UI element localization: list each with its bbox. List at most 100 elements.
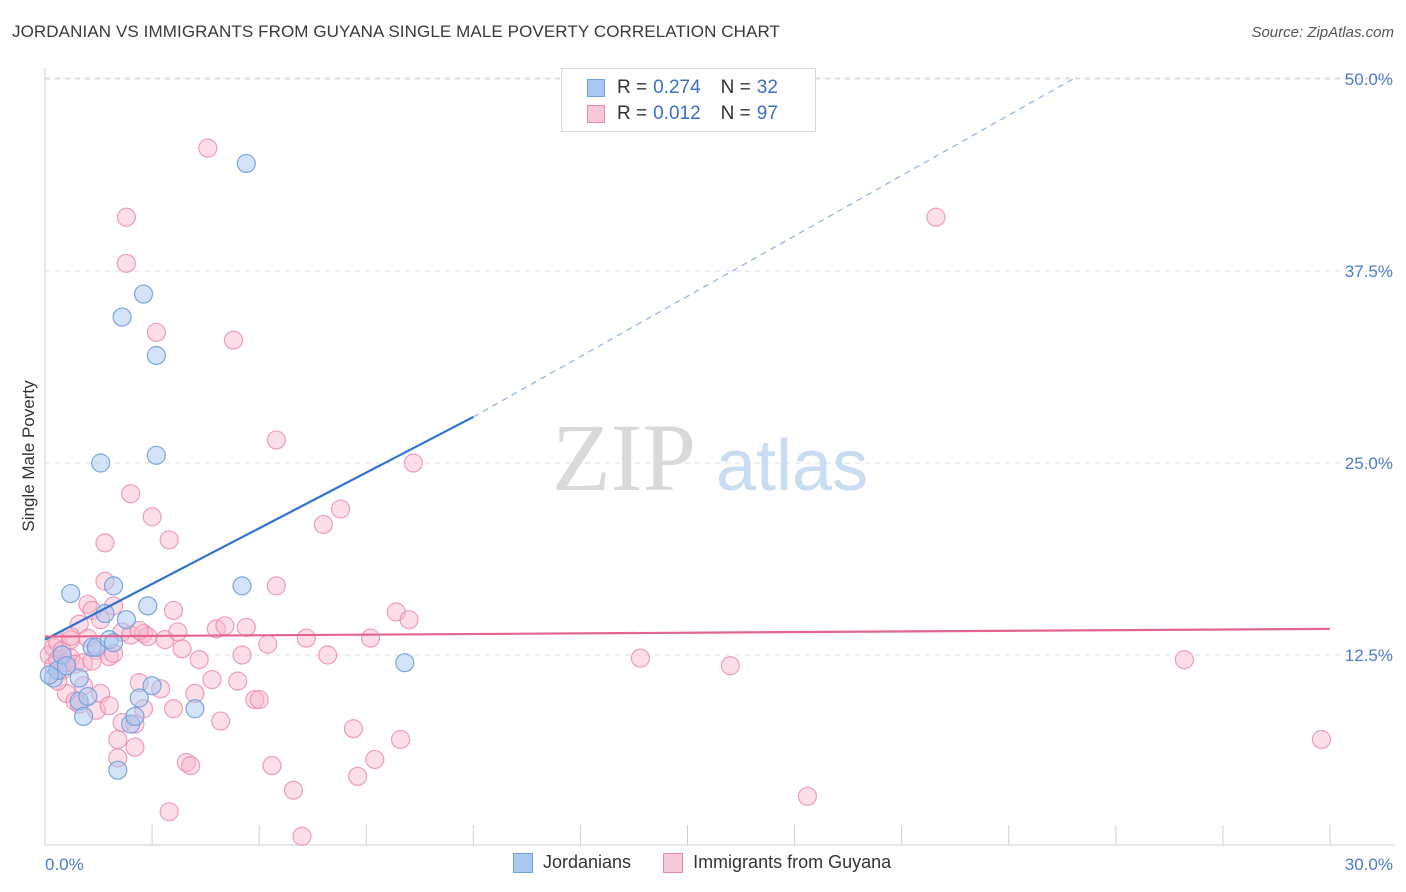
data-point-guyana: [116, 207, 136, 227]
data-point-jordanians: [395, 653, 415, 673]
data-point-jordanians: [236, 153, 256, 174]
data-point-guyana: [245, 689, 265, 710]
bottom-legend-swatch-pink: [663, 852, 684, 873]
data-point-guyana: [159, 530, 179, 550]
watermark-zip: ZIP: [552, 404, 696, 511]
legend-row-jordanians: R = 0.274 N = 32: [587, 76, 778, 100]
bottom-legend: Jordanians Immigrants from Guyana: [513, 852, 923, 873]
data-point-guyana: [630, 648, 650, 668]
data-point-guyana: [163, 600, 184, 621]
data-point-guyana: [95, 533, 115, 553]
data-point-guyana: [228, 671, 248, 691]
data-point-guyana: [211, 711, 231, 731]
data-point-guyana: [108, 729, 128, 750]
x-tick-label: 30.0%: [1345, 855, 1393, 874]
data-point-guyana: [720, 656, 740, 676]
y-tick-label: 37.5%: [1345, 262, 1393, 281]
data-point-guyana: [797, 786, 818, 806]
data-point-guyana: [116, 253, 136, 273]
data-point-jordanians: [129, 688, 149, 708]
source-label: Source: ZipAtlas.com: [1251, 24, 1394, 41]
data-point-jordanians: [138, 596, 158, 616]
data-point-guyana: [198, 138, 218, 158]
bottom-legend-swatch-blue: [513, 852, 533, 873]
chart-title: JORDANIAN VS IMMIGRANTS FROM GUYANA SING…: [12, 22, 781, 41]
legend-n-value: 32: [756, 77, 778, 98]
data-point-jordanians: [146, 345, 166, 366]
legend-r-value: 0.012: [653, 103, 701, 124]
data-point-guyana: [249, 689, 269, 710]
data-point-guyana: [365, 749, 385, 770]
trend-lines: [44, 78, 1331, 641]
data-point-jordanians: [56, 656, 77, 676]
data-point-guyana: [266, 430, 286, 450]
data-point-guyana: [163, 699, 184, 719]
data-point-guyana: [1311, 729, 1332, 750]
legend-n-label: N =: [720, 77, 751, 98]
y-axis-label: Single Male Poverty: [19, 380, 38, 532]
axes: [44, 68, 1395, 846]
data-point-jordanians: [69, 668, 89, 688]
bottom-legend-jordanians[interactable]: Jordanians: [513, 852, 631, 873]
data-point-guyana: [172, 639, 192, 659]
data-point-guyana: [125, 737, 145, 757]
tick-labels: 12.5% 25.0% 37.5% 50.0% 0.0% 30.0%: [45, 70, 1393, 874]
data-point-guyana: [296, 628, 316, 648]
data-point-jordanians: [103, 576, 124, 596]
legend-n-label: N =: [720, 103, 751, 124]
data-point-guyana: [189, 650, 209, 670]
data-point-jordanians: [112, 307, 132, 327]
bottom-legend-label-guyana: Immigrants from Guyana: [693, 852, 892, 872]
legend-row-guyana: R = 0.012 N = 97: [587, 102, 778, 126]
data-point-jordanians: [103, 633, 124, 653]
legend-r-label: R =: [617, 77, 648, 98]
legend-r-value: 0.274: [653, 77, 701, 98]
data-point-guyana: [926, 207, 946, 227]
series-jordanians-points: [39, 153, 415, 780]
legend-n-value: 97: [756, 103, 778, 124]
legend-swatch-pink: [587, 105, 605, 123]
data-point-jordanians: [39, 665, 59, 685]
data-point-jordanians: [133, 284, 154, 304]
data-point-jordanians: [142, 676, 162, 696]
data-point-guyana: [215, 616, 235, 636]
data-point-guyana: [360, 628, 381, 648]
y-tick-label: 12.5%: [1345, 646, 1393, 665]
data-point-guyana: [330, 499, 351, 519]
watermark: ZIP atlas: [552, 404, 868, 511]
watermark-atlas: atlas: [716, 426, 868, 506]
data-point-guyana: [399, 610, 419, 630]
x-tick-label: 0.0%: [45, 855, 84, 874]
data-point-jordanians: [185, 699, 205, 719]
data-point-guyana: [236, 617, 256, 637]
trend-line-jordanians-extension: [473, 78, 1074, 418]
legend-r-label: R =: [617, 103, 648, 124]
data-point-guyana: [283, 780, 304, 800]
data-point-jordanians: [78, 686, 98, 707]
data-point-guyana: [121, 484, 141, 504]
data-point-guyana: [168, 622, 188, 642]
data-point-jordanians: [125, 706, 145, 727]
data-point-guyana: [313, 514, 334, 535]
data-point-guyana: [159, 802, 179, 822]
data-point-guyana: [403, 453, 423, 473]
legend-swatch-blue: [587, 79, 605, 97]
data-point-jordanians: [232, 576, 252, 596]
data-point-guyana: [146, 322, 166, 343]
data-point-guyana: [142, 507, 162, 527]
data-point-guyana: [266, 576, 286, 596]
data-point-jordanians: [146, 445, 166, 465]
data-point-jordanians: [61, 583, 81, 604]
data-point-jordanians: [108, 760, 128, 780]
data-point-jordanians: [73, 706, 94, 727]
data-point-jordanians: [116, 610, 136, 630]
data-point-guyana: [202, 669, 222, 690]
data-point-guyana: [223, 330, 244, 350]
trend-line-jordanians: [44, 415, 474, 641]
data-point-guyana: [390, 729, 411, 750]
bottom-legend-label-jordanians: Jordanians: [543, 852, 632, 872]
bottom-legend-guyana[interactable]: Immigrants from Guyana: [663, 852, 891, 873]
series-guyana-points: [39, 138, 1332, 846]
trend-line-guyana: [44, 627, 1331, 638]
